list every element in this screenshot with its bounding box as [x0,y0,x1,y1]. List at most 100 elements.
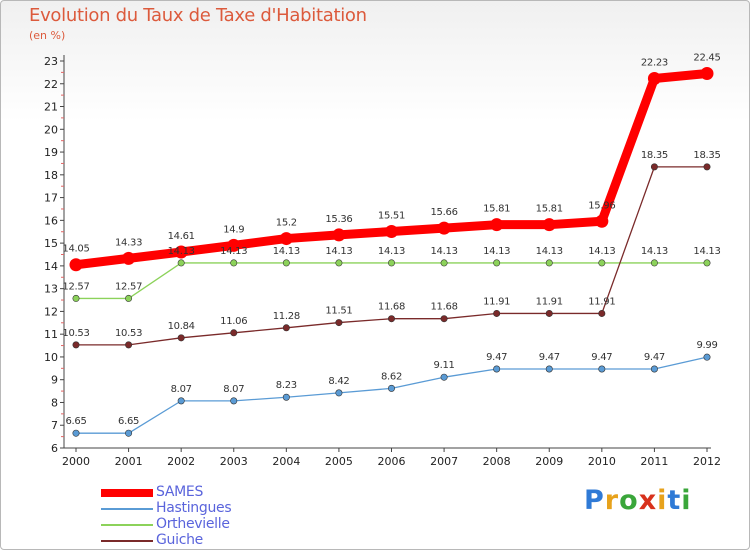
data-label-guiche: 11.28 [273,311,300,322]
data-label-hastingues: 8.07 [171,384,192,395]
y-tick-label: 11 [44,328,58,341]
chart-legend: SAMES Hastingues Orthevielle Guiche [101,484,301,549]
data-label-guiche: 10.53 [115,328,142,339]
data-label-hastingues: 8.07 [223,384,244,395]
data-label-hastingues: 9.47 [644,352,665,363]
data-label-hastingues: 8.62 [381,371,402,382]
series-orthevielle [72,259,711,302]
data-point-hastingues [545,365,553,373]
chart-axes [61,55,711,449]
data-point-orthevielle [125,294,133,302]
data-point-sames [227,238,241,252]
data-label-sames: 15.81 [483,204,510,215]
data-point-sames [595,214,609,228]
y-tick-label: 6 [51,442,58,455]
y-tick-label: 10 [44,351,58,364]
data-label-orthevielle: 14.13 [483,246,510,257]
logo-letter: i [681,485,692,516]
data-label-orthevielle: 12.57 [62,281,89,292]
series-hastingues [72,353,711,437]
series-line-hastingues [75,356,708,434]
data-point-sames [647,72,661,86]
x-tick-label: 2010 [588,455,616,468]
data-point-orthevielle [335,259,343,267]
legend-swatch-sames [101,489,153,497]
data-point-orthevielle [598,259,606,267]
chart-title: Evolution du Taux de Taxe d'Habitation [29,5,367,26]
x-tick-label: 2005 [325,455,353,468]
x-tick-label: 2003 [220,455,248,468]
y-tick-label: 22 [44,78,58,91]
data-label-orthevielle: 12.57 [115,281,142,292]
data-point-orthevielle [230,259,238,267]
data-point-hastingues [493,365,501,373]
data-point-guiche [125,341,133,349]
data-point-guiche [230,329,238,337]
data-point-guiche [493,309,501,317]
data-label-orthevielle: 14.13 [168,246,195,257]
x-tick-label: 2004 [272,455,300,468]
data-label-orthevielle: 14.13 [693,246,720,257]
series-guiche [72,163,711,349]
y-tick-label: 12 [44,305,58,318]
x-tick-label: 2009 [535,455,563,468]
data-label-guiche: 11.91 [536,296,563,307]
data-label-guiche: 11.91 [483,296,510,307]
data-point-sames [332,228,346,242]
x-axis-ticks: 2000 2001 2002 2003 2004 2005 2006 2007 2008 2009… [62,448,721,468]
data-label-guiche: 10.84 [168,321,195,332]
y-tick-label: 16 [44,214,58,227]
data-label-sames: 14.9 [223,224,244,235]
series-sames [69,67,714,272]
y-tick-label: 18 [44,169,58,182]
legend-swatch-guiche [101,540,153,542]
data-point-guiche [282,324,290,332]
data-point-hastingues [282,393,290,401]
data-point-guiche [335,319,343,327]
data-label-sames: 15.51 [378,211,405,222]
data-label-orthevielle: 14.13 [220,246,247,257]
data-labels: 14.05 14.33 14.61 14.9 15.2 15.36 15.51 15.66 15… [62,53,720,428]
chart-series [69,67,714,437]
legend-label-sames: SAMES [156,484,204,500]
logo-letter: t [667,485,682,516]
logo-letter: o [619,485,639,516]
data-point-hastingues [598,365,606,373]
data-point-sames [279,232,293,246]
x-tick-label: 2000 [62,455,90,468]
data-point-sames [437,221,451,235]
data-label-hastingues: 9.47 [591,352,612,363]
legend-label-orthevielle: Orthevielle [156,516,230,532]
data-label-hastingues: 9.47 [486,352,507,363]
y-tick-label: 13 [44,283,58,296]
data-label-sames: 15.36 [325,214,352,225]
data-label-hastingues: 9.11 [434,360,455,371]
x-tick-label: 2012 [693,455,721,468]
data-point-sames [69,258,83,272]
y-tick-label: 23 [44,55,58,68]
data-point-hastingues [650,365,658,373]
legend-item-guiche: Guiche [101,532,301,549]
data-point-orthevielle [177,259,185,267]
data-label-sames: 14.61 [168,231,195,242]
data-point-orthevielle [703,259,711,267]
logo-letter: P [584,485,605,516]
data-label-orthevielle: 14.13 [378,246,405,257]
data-label-hastingues: 8.23 [276,380,297,391]
y-axis-ticks: 6 7 8 9 10 11 12 13 14 15 16 17 18 19 20 21 22 23 [44,55,64,455]
chart-unit-label: (en %) [29,29,66,42]
legend-swatch-orthevielle [101,524,153,526]
data-label-guiche: 18.35 [641,150,668,161]
data-point-sames [490,218,504,232]
data-label-orthevielle: 14.13 [641,246,668,257]
data-point-orthevielle [493,259,501,267]
data-label-sames: 15.96 [588,200,615,211]
data-label-hastingues: 9.99 [696,340,717,351]
data-label-hastingues: 6.65 [118,416,139,427]
data-point-sames [385,225,398,239]
data-label-orthevielle: 14.13 [325,246,352,257]
data-point-sames [122,251,136,265]
y-tick-label: 14 [44,260,58,273]
